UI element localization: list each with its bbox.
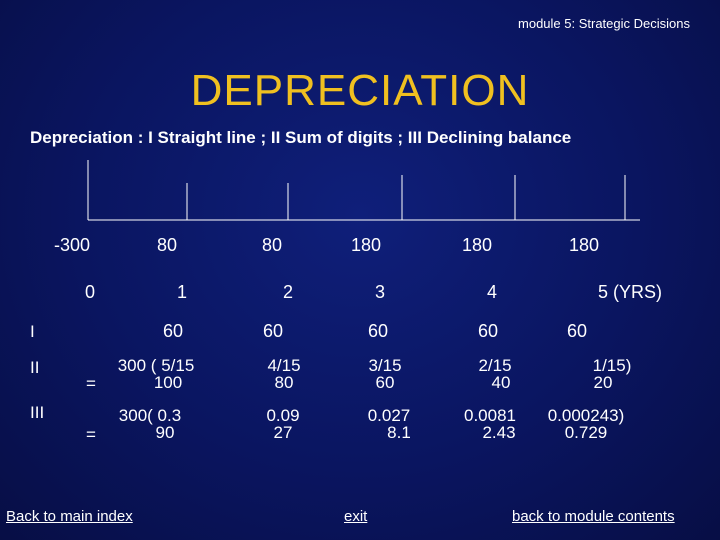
year-0: 0 [84, 282, 95, 302]
cashflow-1: 80 [156, 235, 178, 255]
subtitle: Depreciation : I Straight line ; II Sum … [30, 128, 572, 147]
page-title: DEPRECIATION [190, 66, 530, 115]
method-II-factor: 300 ( 5/15 [117, 356, 195, 375]
method-II-value: 2/15 40 [440, 357, 550, 391]
method-II-amount: 60 [375, 373, 395, 392]
method-II-value: 4/15 80 [229, 357, 339, 391]
year-4: 4 [486, 282, 497, 302]
method-III-value: 0.09 27 [228, 407, 338, 441]
year-2: 2 [282, 282, 293, 302]
method-II-amount: 20 [593, 373, 613, 392]
method-II-amount: 40 [491, 373, 511, 392]
method-I-value: 60 [367, 321, 389, 341]
module-header: module 5: Strategic Decisions [518, 16, 690, 31]
method-label-II: II [30, 358, 40, 377]
method-II-factor: 1/15) [592, 356, 632, 375]
method-III-equals: = [86, 425, 96, 444]
method-II-value: 1/15) 20 [557, 357, 667, 391]
method-II-amount: 100 [153, 373, 183, 392]
method-III-value: 0.000243) 0.729 [531, 407, 641, 441]
method-I-value: 60 [566, 321, 588, 341]
method-III-factor: 0.0081 [464, 406, 516, 425]
cashflow-3: 180 [350, 235, 382, 255]
method-III-factor: 0.000243) [547, 406, 625, 425]
method-II-factor: 3/15 [368, 356, 402, 375]
method-label-III: III [30, 403, 45, 422]
method-III-amount: 0.729 [564, 423, 608, 442]
method-II-value: 300 ( 5/15 100 [101, 357, 211, 391]
year-3: 3 [374, 282, 385, 302]
exit-link[interactable]: exit [344, 508, 368, 525]
method-II-factor: 2/15 [478, 356, 512, 375]
year-5: 5 (YRS) [597, 282, 662, 302]
method-II-factor: 4/15 [267, 356, 301, 375]
method-III-amount: 27 [273, 423, 293, 442]
method-label-I: I [30, 322, 35, 341]
cashflow-4: 180 [461, 235, 493, 255]
method-III-amount: 8.1 [387, 423, 411, 442]
method-II-amount: 80 [274, 373, 294, 392]
method-I-value: 60 [162, 321, 184, 341]
cashflow-5: 180 [568, 235, 600, 255]
method-II-equals: = [86, 374, 96, 393]
method-III-value: 0.0081 2.43 [435, 407, 545, 441]
cashflow-2: 80 [261, 235, 283, 255]
method-I-value: 60 [477, 321, 499, 341]
year-1: 1 [176, 282, 187, 302]
method-III-factor: 0.09 [266, 406, 300, 425]
cashflow-0: -300 [53, 235, 91, 255]
method-III-value: 300( 0.3 90 [95, 407, 205, 441]
method-III-factor: 300( 0.3 [118, 406, 182, 425]
method-I-value: 60 [262, 321, 284, 341]
method-II-value: 3/15 60 [330, 357, 440, 391]
method-III-value: 0.027 8.1 [334, 407, 444, 441]
back-to-main-index-link[interactable]: Back to main index [6, 508, 133, 525]
method-III-amount: 90 [155, 423, 175, 442]
back-to-module-contents-link[interactable]: back to module contents [512, 508, 675, 525]
method-III-amount: 2.43 [482, 423, 516, 442]
method-III-factor: 0.027 [367, 406, 411, 425]
